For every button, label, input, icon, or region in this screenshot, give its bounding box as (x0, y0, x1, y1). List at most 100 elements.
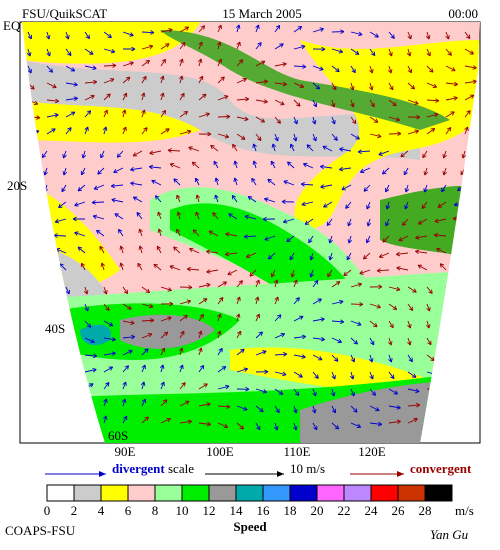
wind-arrow (236, 368, 248, 373)
wind-arrow-head (453, 96, 458, 101)
wind-arrow (84, 95, 95, 101)
wind-arrow (153, 263, 162, 271)
wind-arrow-head (237, 330, 242, 336)
wind-arrow (251, 178, 257, 186)
wind-arrow-head (363, 187, 369, 192)
wind-arrow (103, 415, 107, 424)
wind-arrow-head (70, 67, 76, 72)
wind-arrow-head (319, 66, 324, 71)
wind-arrow-head (199, 313, 204, 319)
wind-arrow (179, 330, 185, 339)
wind-arrow-head (45, 35, 51, 40)
wind-arrow (369, 303, 381, 308)
wind-arrow (122, 336, 135, 339)
wind-arrow (369, 99, 375, 107)
wind-arrow (249, 269, 257, 277)
wind-arrow-head (121, 109, 127, 114)
wind-arrow (236, 41, 241, 50)
wind-arrow-head (112, 63, 117, 68)
wind-arrow (426, 99, 439, 102)
wind-arrow-head (137, 262, 142, 268)
wind-arrow-head (119, 262, 124, 267)
wind-arrow (398, 235, 409, 242)
wind-arrow (169, 163, 181, 169)
wind-arrow-head (157, 211, 162, 217)
wind-arrow-head (271, 143, 277, 148)
wind-arrow (347, 218, 352, 227)
wind-arrow (369, 116, 379, 123)
wind-arrow (426, 113, 439, 118)
wind-arrow-head (70, 111, 76, 116)
wind-arrow-head (377, 133, 382, 139)
wind-arrow (84, 354, 97, 357)
wind-arrow (141, 398, 146, 407)
wind-arrow (462, 150, 466, 159)
wind-arrow-head (277, 314, 282, 319)
wind-arrow (122, 350, 133, 356)
wind-arrow (253, 143, 257, 152)
wind-arrow-head (445, 34, 450, 40)
wind-arrow (27, 48, 31, 57)
wind-arrow-head (111, 337, 116, 342)
wind-arrow (264, 235, 276, 241)
wind-arrow (312, 422, 318, 431)
wind-arrow-head (339, 299, 344, 305)
wind-arrow (445, 111, 455, 118)
wind-arrow (244, 235, 257, 238)
wind-arrow-head (48, 68, 53, 73)
wind-arrow-head (169, 301, 174, 307)
wind-arrow-head (65, 35, 70, 40)
wind-arrow-head (273, 279, 279, 284)
wind-arrow-head (333, 357, 339, 362)
wind-arrow-head (388, 341, 393, 346)
wind-arrow (234, 177, 238, 186)
wind-arrow (93, 184, 105, 190)
wind-arrow-head (343, 271, 348, 277)
wind-arrow-head (145, 59, 150, 65)
colorbar-box (370, 484, 399, 502)
wind-arrow-head (89, 383, 94, 388)
wind-arrow-head (131, 46, 136, 52)
wind-arrow (369, 405, 380, 412)
wind-arrow-head (255, 24, 260, 29)
wind-arrow-head (198, 41, 203, 47)
wind-arrow (139, 245, 143, 254)
colorbar-box (262, 484, 291, 502)
wind-arrow-head (206, 421, 212, 427)
wind-arrow (274, 279, 278, 288)
wind-arrow (407, 130, 419, 135)
wind-arrow-head (124, 365, 129, 370)
wind-arrow-head (52, 84, 57, 89)
wind-arrow-head (301, 44, 306, 50)
wind-arrow (293, 26, 302, 33)
wind-arrow (388, 337, 392, 346)
wind-arrow (382, 235, 390, 243)
wind-arrow (407, 48, 411, 57)
wind-arrow-head (436, 247, 441, 253)
wind-arrow (331, 422, 339, 430)
wind-arrow-head (330, 392, 336, 397)
wind-arrow (331, 388, 335, 397)
wind-arrow (198, 41, 203, 50)
wind-arrow-head (353, 408, 358, 413)
wind-arrow-head (226, 114, 231, 119)
wind-arrow-head (236, 296, 241, 302)
wind-arrow-head (150, 318, 155, 323)
wind-arrow (77, 246, 86, 254)
wind-arrow (293, 354, 306, 358)
wind-arrow (225, 252, 238, 255)
wind-arrow (255, 296, 259, 305)
wind-arrow-head (86, 110, 92, 115)
wind-arrow-head (320, 317, 325, 322)
wind-arrow (407, 418, 418, 424)
wind-arrow (236, 422, 244, 430)
wind-arrow-head (245, 253, 251, 259)
colorbar-box (73, 484, 102, 502)
wind-arrow (312, 82, 320, 90)
wind-arrow-head (144, 416, 149, 421)
wind-arrow-head (317, 298, 322, 303)
wind-arrow-head (408, 306, 414, 312)
wind-arrow-head (306, 144, 312, 149)
wind-arrow-head (358, 31, 363, 37)
wind-arrow-head (203, 383, 208, 388)
